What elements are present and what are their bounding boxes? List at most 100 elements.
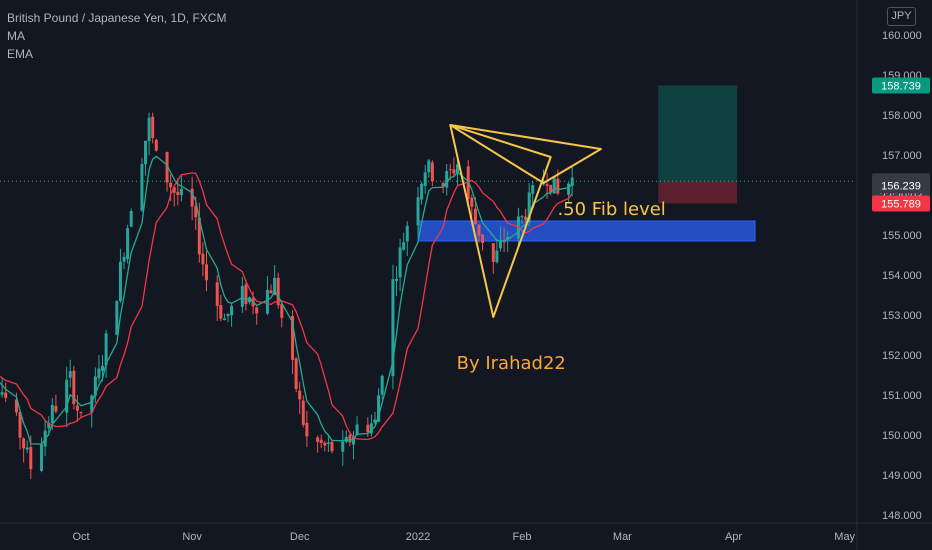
bearish-candle <box>452 157 456 178</box>
price-tick-label: 158.000 <box>882 110 922 122</box>
price-axis: 160.000159.000158.000157.000156.000155.0… <box>882 30 922 522</box>
candle-body <box>222 318 226 321</box>
price-tick-label: 150.000 <box>882 430 922 442</box>
indicator-ema-label[interactable]: EMA <box>7 47 34 61</box>
time-axis: Oct Nov Dec 2022 Feb Mar Apr May <box>72 531 855 543</box>
bullish-candle <box>144 140 148 176</box>
candle-body <box>144 140 148 165</box>
bearish-candle <box>502 227 506 253</box>
candle-body <box>448 169 452 171</box>
candle-body <box>72 370 76 405</box>
candle-body <box>420 183 424 200</box>
bullish-candle <box>97 354 101 383</box>
candle-body <box>190 188 194 207</box>
bearish-candle <box>201 242 205 277</box>
symbol-title[interactable]: British Pound / Japanese Yen, 1D, FXCM <box>7 11 227 25</box>
candle-body <box>104 333 108 366</box>
candle-body <box>79 411 83 413</box>
candle-body <box>527 192 531 223</box>
bullish-candle <box>248 296 252 305</box>
indicator-ma-label[interactable]: MA <box>7 29 25 43</box>
bullish-candle <box>391 264 395 390</box>
candle-body <box>391 279 395 377</box>
bearish-candle <box>154 138 158 152</box>
candle-body <box>552 177 556 194</box>
candle-body <box>140 164 144 211</box>
candle-body <box>40 444 44 471</box>
bullish-candle <box>405 221 409 256</box>
candle-body <box>154 139 158 151</box>
candle-body <box>68 371 72 378</box>
bearish-candle <box>323 440 327 452</box>
candle-body <box>240 286 244 307</box>
bearish-candle <box>255 306 259 325</box>
candle-body <box>570 177 574 186</box>
candle-body <box>25 447 29 450</box>
triangle-pattern-2 <box>449 124 552 318</box>
author-label: By Irahad22 <box>457 353 566 374</box>
candle-body <box>427 160 431 173</box>
candle-body <box>455 164 459 173</box>
bullish-candle <box>265 276 269 316</box>
bearish-candle <box>316 435 320 453</box>
candle-body <box>520 216 524 218</box>
bullish-candle <box>344 430 348 444</box>
bearish-candle <box>291 310 295 375</box>
candle-body <box>294 358 298 389</box>
candle-body <box>122 256 126 262</box>
bearish-candle <box>244 279 248 311</box>
candle-body <box>423 172 427 186</box>
time-tick-label: Mar <box>613 531 632 543</box>
price-tick-label: 151.000 <box>882 390 922 402</box>
candle-body <box>445 171 449 188</box>
time-tick-label: May <box>834 531 855 543</box>
bullish-candle <box>380 374 384 400</box>
bearish-candle <box>298 381 302 415</box>
bearish-candle <box>215 275 219 321</box>
bearish-candle <box>176 178 180 206</box>
candles <box>0 112 574 480</box>
candle-body <box>22 438 26 449</box>
bearish-candle <box>430 160 434 187</box>
candle-body <box>126 228 130 259</box>
candle-body <box>398 247 402 278</box>
bullish-candle <box>498 226 502 252</box>
bearish-candle <box>165 151 169 192</box>
bullish-candle <box>427 159 431 178</box>
bullish-candle <box>222 313 226 321</box>
bearish-candle <box>481 234 485 251</box>
bullish-candle <box>369 414 373 437</box>
ma-line <box>0 172 573 441</box>
fib-level-label: .50 Fib level <box>557 199 665 220</box>
bearish-candle <box>22 437 26 463</box>
candle-body <box>495 250 499 263</box>
candle-body <box>194 206 198 218</box>
candle-body <box>351 436 355 445</box>
bullish-candle <box>570 166 574 197</box>
candle-body <box>215 282 219 306</box>
price-label-value: 156.239 <box>881 180 921 192</box>
bearish-candle <box>276 272 280 309</box>
bullish-candle <box>0 377 4 398</box>
candle-body <box>65 379 69 413</box>
bearish-candle <box>18 409 22 450</box>
candle-body <box>430 162 434 182</box>
fib-zone-rectangle <box>417 220 756 242</box>
currency-button[interactable]: JPY <box>887 7 916 26</box>
candle-body <box>531 185 535 194</box>
bearish-candle <box>491 242 495 274</box>
candle-body <box>441 183 445 187</box>
candle-body <box>47 422 51 429</box>
bearish-candle <box>330 440 334 454</box>
price-label-value: 155.789 <box>881 198 921 210</box>
bullish-candle <box>398 238 402 292</box>
candle-body <box>101 365 105 371</box>
bullish-candle <box>326 434 330 452</box>
bearish-candle <box>280 300 284 328</box>
bearish-candle <box>524 208 528 224</box>
candle-body <box>269 290 273 294</box>
candle-body <box>118 261 122 301</box>
candle-body <box>567 183 571 195</box>
bearish-candle <box>72 365 76 410</box>
